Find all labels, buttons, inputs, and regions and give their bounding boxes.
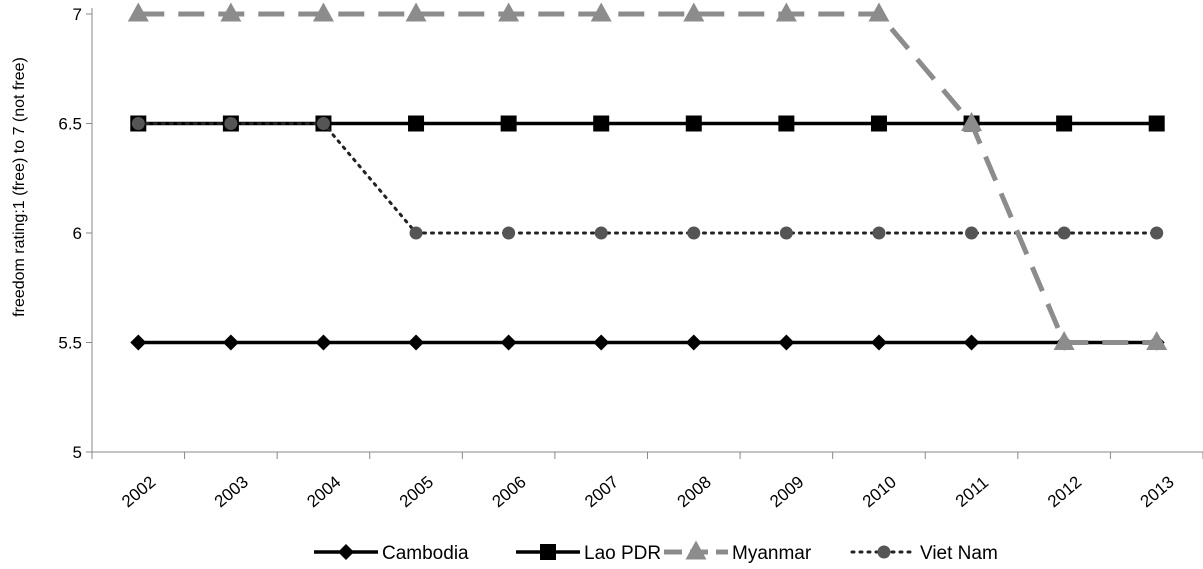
data-point bbox=[317, 117, 330, 130]
y-tick-label: 7 bbox=[73, 5, 82, 24]
data-point bbox=[130, 335, 146, 351]
y-axis-label: freedom rating:1 (free) to 7 (not free) bbox=[11, 57, 28, 317]
legend-label: Lao PDR bbox=[584, 543, 661, 564]
legend-marker bbox=[338, 544, 354, 560]
data-point bbox=[686, 335, 702, 351]
data-point bbox=[778, 116, 794, 132]
x-tick-label: 2007 bbox=[581, 472, 622, 511]
x-tick-label: 2006 bbox=[488, 472, 529, 511]
x-tick-label: 2004 bbox=[303, 472, 344, 511]
series-layer bbox=[128, 3, 1167, 351]
data-point bbox=[1056, 116, 1072, 132]
data-point bbox=[408, 335, 424, 351]
x-tick-label: 2010 bbox=[859, 472, 900, 511]
data-point bbox=[687, 227, 700, 240]
x-tick-label: 2009 bbox=[766, 472, 807, 511]
legend-entry-viet-nam: Viet Nam bbox=[852, 543, 998, 564]
data-point bbox=[871, 116, 887, 132]
y-tick-label: 6.5 bbox=[58, 115, 82, 134]
x-tick-label: 2005 bbox=[396, 472, 437, 511]
legend: Cambodia Lao PDR Myanmar Viet Nam bbox=[314, 541, 998, 565]
legend-label: Cambodia bbox=[382, 543, 469, 564]
legend-label: Viet Nam bbox=[920, 543, 998, 564]
y-tick-label: 5.5 bbox=[58, 334, 82, 353]
y-axis-label-group: freedom rating:1 (free) to 7 (not free) bbox=[11, 57, 28, 317]
data-point bbox=[964, 335, 980, 351]
legend-entry-lao-pdr: Lao PDR bbox=[516, 543, 661, 564]
x-tick-label: 2012 bbox=[1044, 472, 1085, 511]
data-point bbox=[593, 116, 609, 132]
series-line bbox=[138, 14, 1156, 343]
data-point bbox=[1149, 116, 1165, 132]
data-point bbox=[132, 117, 145, 130]
data-point bbox=[408, 116, 424, 132]
legend-entry-myanmar: Myanmar bbox=[664, 541, 812, 565]
data-point bbox=[315, 335, 331, 351]
data-point bbox=[410, 227, 423, 240]
axes bbox=[92, 8, 1203, 452]
legend-label: Myanmar bbox=[732, 543, 812, 564]
x-tick-label: 2002 bbox=[118, 472, 159, 511]
data-point bbox=[871, 335, 887, 351]
series-line bbox=[138, 124, 1156, 234]
legend-marker bbox=[540, 544, 556, 560]
data-point bbox=[224, 117, 237, 130]
x-axis-ticks: 2002 2003 2004 2005 2006 2007 2008 2009 2010 2011… bbox=[92, 452, 1203, 511]
y-tick-label: 6 bbox=[73, 224, 82, 243]
data-point bbox=[593, 335, 609, 351]
data-point bbox=[686, 116, 702, 132]
data-point bbox=[501, 335, 517, 351]
data-point bbox=[1058, 227, 1071, 240]
x-tick-label: 2013 bbox=[1137, 472, 1178, 511]
data-point bbox=[1150, 227, 1163, 240]
data-point bbox=[595, 227, 608, 240]
data-point bbox=[501, 116, 517, 132]
x-tick-label: 2003 bbox=[211, 472, 252, 511]
legend-marker bbox=[878, 546, 891, 559]
y-tick-label: 5 bbox=[73, 443, 82, 462]
data-point bbox=[502, 227, 515, 240]
x-tick-label: 2008 bbox=[674, 472, 715, 511]
series-cambodia bbox=[130, 335, 1164, 351]
series-myanmar bbox=[128, 3, 1167, 351]
legend-entry-cambodia: Cambodia bbox=[314, 543, 469, 564]
data-point bbox=[778, 335, 794, 351]
data-point bbox=[223, 335, 239, 351]
x-tick-label: 2011 bbox=[952, 473, 992, 511]
data-point bbox=[780, 227, 793, 240]
y-axis-ticks: 5 5.5 6 6.5 7 bbox=[58, 5, 92, 462]
series-viet-nam bbox=[132, 117, 1163, 240]
data-point bbox=[872, 227, 885, 240]
data-point bbox=[965, 227, 978, 240]
